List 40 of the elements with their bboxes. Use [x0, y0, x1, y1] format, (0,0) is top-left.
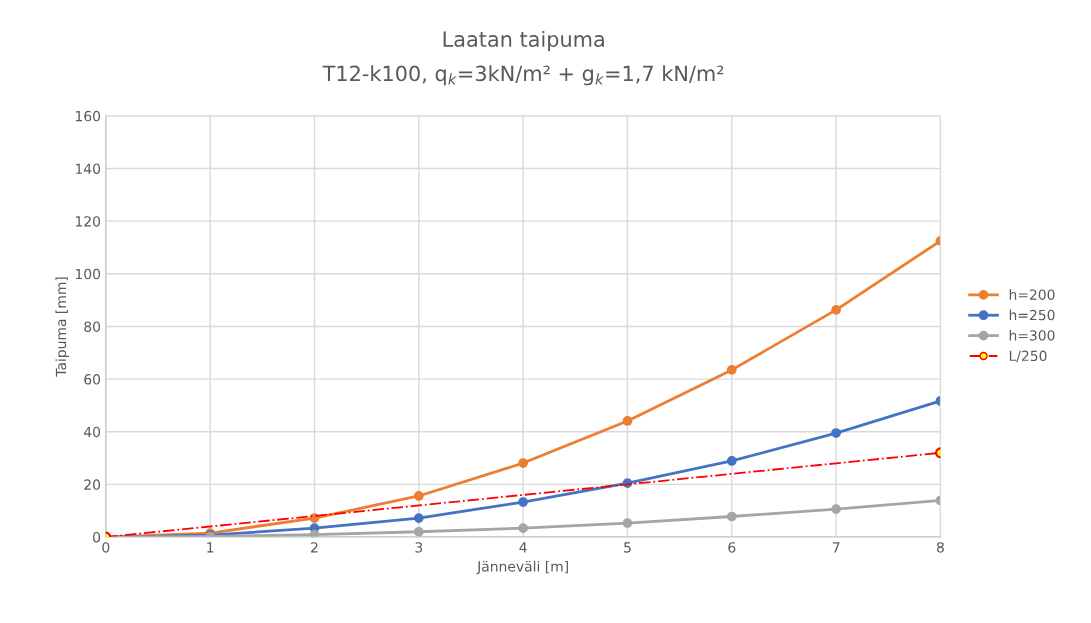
chart-title: Laatan taipuma	[443, 30, 604, 52]
legend-label: h=200	[1009, 289, 1055, 300]
x-tick-label: 2	[311, 542, 318, 553]
point	[726, 365, 737, 375]
point	[518, 458, 528, 468]
x-tick-label: 4	[519, 542, 527, 553]
y-tick-label: 0	[93, 531, 101, 543]
point	[622, 518, 633, 528]
y-tick-label: 80	[84, 321, 101, 332]
legend-label: h=300	[1009, 329, 1055, 341]
y-tick-label: 40	[83, 426, 101, 438]
point	[413, 526, 424, 537]
x-tick-label: 5	[624, 542, 631, 553]
x-tick-label: 8	[936, 542, 944, 553]
legend-label: h=250	[1009, 309, 1055, 321]
point	[726, 511, 737, 522]
y-axis-title: Taipuma [mm]	[55, 277, 69, 377]
point	[831, 305, 841, 315]
y-tick-label: 60	[84, 374, 101, 385]
point	[518, 523, 528, 533]
point	[518, 497, 528, 507]
x-tick-label: 3	[415, 542, 423, 553]
x-axis-title: Jänneväli [m]	[476, 560, 568, 575]
point	[413, 513, 424, 523]
y-tick-label: 160	[75, 110, 101, 122]
point	[831, 504, 841, 514]
point	[726, 456, 737, 466]
x-tick-label: 1	[207, 542, 214, 553]
y-tick-label: 100	[75, 268, 101, 280]
point	[622, 416, 633, 426]
x-tick-label: 6	[728, 542, 736, 553]
y-tick-label: 20	[84, 479, 101, 490]
legend-label: L/250	[1009, 350, 1047, 363]
y-tick-label: 120	[75, 216, 101, 227]
point	[413, 491, 424, 501]
point	[831, 428, 841, 438]
x-tick-label: 7	[832, 542, 840, 553]
chart-subtitle: T12-k100, q$_{k}$=3kN/m² + g$_{k}$=1,7 kN/m²	[322, 65, 724, 86]
x-tick-label: 0	[102, 542, 110, 553]
y-tick-label: 140	[75, 163, 101, 174]
